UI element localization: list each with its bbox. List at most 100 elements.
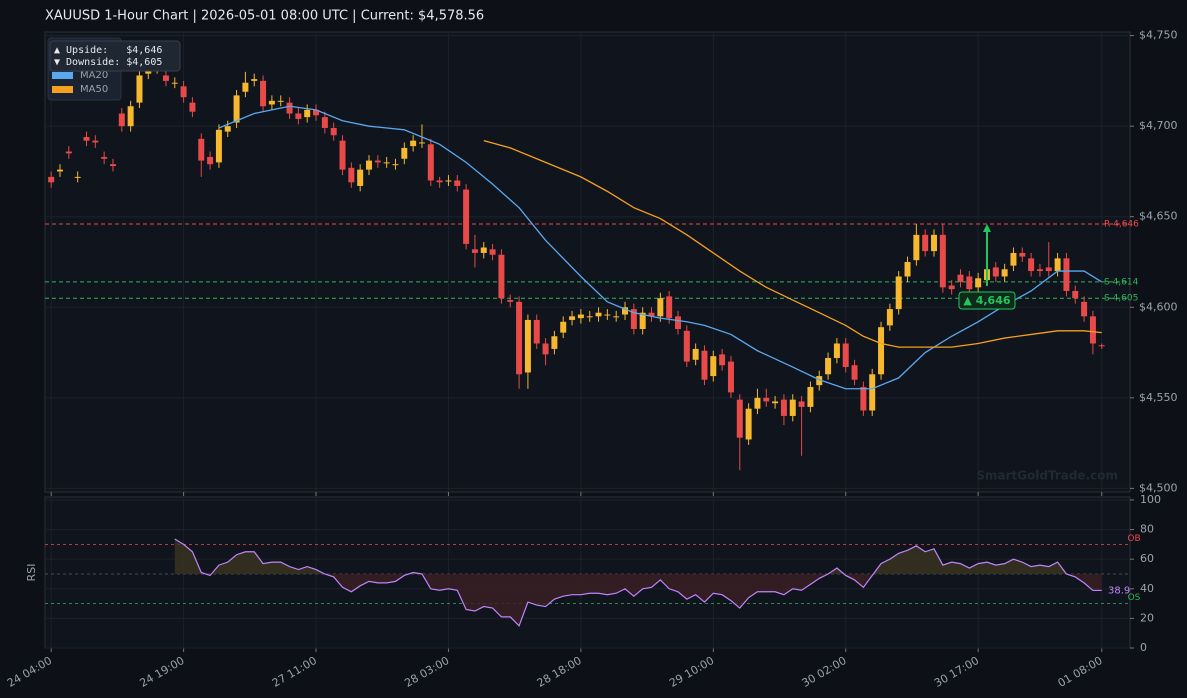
candle-body: [1045, 267, 1052, 272]
candle-body: [878, 327, 885, 375]
y-tick-label: 0: [1140, 641, 1147, 654]
annotation-badge: [958, 291, 1016, 310]
candle-body: [833, 343, 840, 358]
candle-body: [198, 138, 205, 161]
candle-body: [736, 399, 743, 438]
candle-body: [780, 399, 787, 416]
candle-body: [701, 350, 708, 380]
candle-body: [127, 106, 134, 127]
candle-body: [1036, 269, 1043, 272]
candle-body: [816, 376, 823, 386]
candle-body: [295, 113, 302, 119]
candle-body: [339, 140, 346, 170]
candle-body: [939, 234, 946, 288]
candle-body: [224, 126, 231, 132]
y-tick-label: $4,500: [1139, 481, 1178, 494]
candle-body: [666, 296, 673, 319]
candle-body: [674, 316, 681, 330]
candle-body: [304, 109, 311, 118]
candle-body: [860, 386, 867, 411]
level-label: R 4,646: [1104, 219, 1139, 229]
candle-body: [48, 176, 55, 183]
level-label: S 4,605: [1104, 294, 1138, 304]
candle-body: [392, 164, 399, 166]
candle-body: [842, 343, 849, 368]
candle-body: [374, 160, 381, 163]
candle-body: [215, 129, 222, 163]
rsi-line: [174, 538, 1102, 627]
candle-body: [569, 316, 576, 320]
candle-body: [869, 374, 876, 411]
y-tick-label: $4,650: [1139, 210, 1178, 223]
rsi-level-label: OS: [1128, 593, 1141, 603]
candle-body: [622, 307, 629, 315]
candle-body: [560, 321, 567, 333]
candle-body: [657, 298, 664, 317]
candle-body: [772, 401, 779, 404]
candle-body: [851, 365, 858, 380]
candle-body: [586, 316, 593, 318]
candle-body: [754, 397, 761, 409]
candle-body: [207, 156, 214, 165]
rsi-level-label: OB: [1127, 534, 1140, 544]
candle-body: [922, 234, 929, 252]
candle-body: [145, 70, 152, 74]
candle-body: [136, 75, 143, 103]
candle-body: [1001, 269, 1008, 277]
candle-body: [471, 249, 478, 253]
info-text: ▼ Downside: $4,605: [54, 57, 162, 68]
candle-body: [445, 180, 452, 182]
candle-body: [604, 314, 611, 316]
candle-body: [763, 397, 770, 402]
candle-body: [401, 147, 408, 159]
legend-swatch: [52, 86, 73, 93]
y-tick-label: $4,700: [1139, 119, 1178, 132]
candle-body: [789, 399, 796, 416]
y-tick-label: $4,600: [1139, 300, 1178, 313]
candle-body: [286, 102, 293, 114]
level-label: S 4,614: [1104, 277, 1139, 287]
candle-body: [162, 75, 169, 81]
candle-body: [1072, 290, 1079, 299]
candle-body: [480, 247, 487, 253]
candle-body: [904, 262, 911, 277]
watermark: SmartGoldTrade.com: [976, 469, 1118, 483]
candle-body: [683, 330, 690, 362]
candle-body: [931, 234, 938, 252]
candle-body: [966, 276, 973, 290]
ma-line: [483, 140, 1102, 348]
candle-body: [1098, 345, 1105, 347]
candle-body: [498, 254, 505, 299]
y-tick-label: $4,550: [1139, 391, 1178, 404]
ma-line: [218, 105, 1103, 390]
rsi-area-up: [174, 539, 1102, 574]
annotation-arrowhead: [982, 223, 991, 232]
candle-body: [895, 276, 902, 310]
candle-body: [83, 137, 90, 141]
candle-body: [233, 95, 240, 123]
y-tick-label: 100: [1140, 493, 1161, 506]
candle-body: [251, 79, 258, 81]
candle-body: [524, 319, 531, 373]
candle-body: [189, 102, 196, 112]
candle-body: [454, 180, 461, 186]
candle-body: [975, 278, 982, 288]
info-box: [49, 40, 181, 72]
candle-body: [348, 167, 355, 183]
candle-body: [118, 113, 125, 127]
candle-body: [798, 401, 805, 407]
candle-body: [1063, 258, 1070, 291]
candle-body: [551, 336, 558, 349]
candle-body: [180, 86, 187, 98]
annotation-text: ▲ 4,646: [963, 294, 1010, 307]
candle-body: [613, 316, 620, 318]
candle-body: [692, 348, 699, 360]
legend-label: MA20: [80, 70, 108, 81]
rsi-value-label: 38.9: [1108, 585, 1130, 596]
candle-body: [577, 314, 584, 319]
candle-body: [357, 169, 364, 186]
candle-body: [109, 164, 116, 167]
candle-body: [92, 140, 99, 143]
candle-body: [807, 386, 814, 407]
candle-body: [171, 82, 178, 84]
